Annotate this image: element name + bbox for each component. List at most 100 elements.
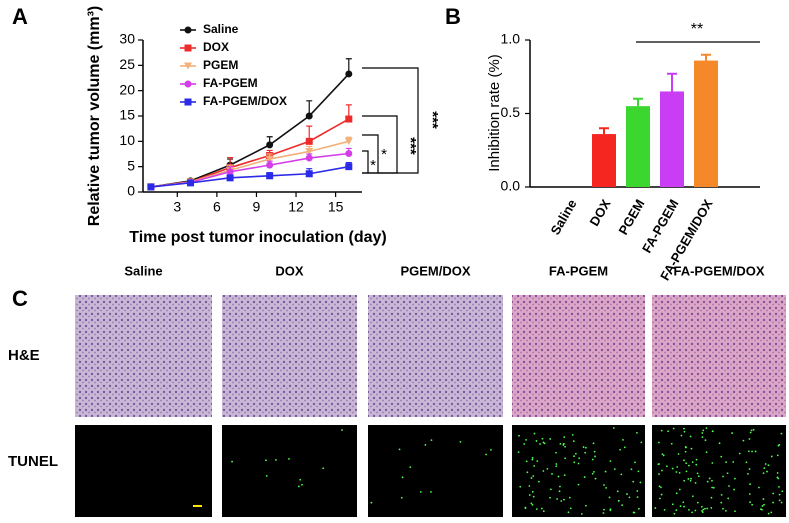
tunel-dot [419, 491, 422, 493]
tunel-dot [770, 455, 773, 458]
tunel-image [652, 425, 786, 517]
tunel-dot [528, 494, 531, 496]
tunel-dot [687, 478, 690, 480]
tunel-dot [604, 470, 607, 473]
bar [694, 60, 718, 187]
tunel-dot [530, 477, 533, 479]
tunel-dot [535, 440, 538, 442]
tunel-dot [660, 493, 663, 496]
tunel-dot [747, 450, 750, 453]
tunel-dot [727, 497, 730, 500]
tunel-dot [564, 445, 566, 448]
tunel-dot [748, 468, 751, 470]
tunel-dot [706, 507, 709, 510]
tunel-dot [678, 488, 681, 491]
tunel-dot [722, 475, 724, 478]
tunel-dot [622, 438, 624, 441]
tunel-dot [691, 511, 693, 514]
tunel-dot [639, 481, 642, 484]
tunel-dot [555, 463, 558, 465]
point [226, 168, 234, 176]
tunel-dot [711, 479, 713, 482]
tunel-dot [671, 503, 674, 506]
tunel-image [75, 425, 212, 517]
tunel-dot [301, 483, 303, 486]
tunel-dot [573, 461, 576, 464]
point [344, 137, 353, 145]
tunel-dot [660, 429, 663, 432]
tunel-dot [560, 500, 563, 502]
x-axis-label: Time post tumor inoculation (day) [129, 229, 387, 246]
x-tick-label: DOX [586, 196, 613, 228]
tunel-dot [572, 440, 575, 443]
tunel-dot [299, 478, 302, 481]
tunel-dot [694, 509, 697, 512]
tunel-dot [745, 461, 748, 464]
tunel-dot [563, 474, 566, 477]
tunel-dot [401, 476, 404, 479]
tunel-dot [591, 472, 594, 475]
point [266, 172, 274, 180]
tunel-dot [558, 490, 561, 493]
tunel-dot [620, 473, 623, 476]
error-bar [599, 127, 609, 135]
tunel-dot [592, 442, 595, 445]
tunel-dot [663, 508, 666, 511]
tunel-dot [549, 496, 551, 499]
tunel-dot [542, 510, 545, 513]
tunel-dot [630, 468, 633, 471]
legend-label: DOX [203, 40, 229, 54]
tunel-dot [563, 498, 565, 501]
point [266, 161, 274, 169]
x-tick-label: Saline [547, 197, 579, 238]
column-label: FA-PGEM/DOX [673, 263, 764, 278]
tunel-dot [603, 484, 605, 486]
bar [626, 106, 650, 187]
tunel-dot [772, 501, 775, 504]
annotation: * [381, 146, 387, 163]
tunel-dot [702, 508, 705, 511]
tunel-dot [531, 503, 534, 506]
tunel-dot [751, 503, 754, 506]
tunel-dot [662, 454, 665, 457]
tunel-dot [694, 481, 697, 484]
panel-label: C [12, 286, 28, 311]
tunel-dot [780, 501, 783, 504]
tunel-dot [609, 460, 612, 462]
annotation: * [370, 157, 376, 174]
y-tick-label: 0.0 [501, 178, 521, 194]
tunel-dot [574, 452, 577, 455]
tunel-dot [661, 469, 663, 472]
tunel-dot [518, 434, 520, 437]
y-tick-label: 1.0 [501, 31, 521, 47]
tunel-dot [689, 479, 692, 482]
tunel-dot [424, 444, 427, 446]
tunel-dot [696, 472, 699, 475]
tunel-dot [577, 462, 580, 465]
tunel-dot [711, 430, 714, 433]
tunel-dot [764, 463, 767, 465]
tunel-dot [749, 431, 752, 434]
tunel-dot [559, 485, 561, 488]
series-line [150, 73, 350, 188]
y-tick-label: 30 [119, 31, 135, 47]
tunel-dot [760, 508, 762, 511]
tunel-dot [526, 471, 529, 474]
tunel-dot [748, 493, 751, 495]
he-image [652, 295, 786, 417]
tunel-dot [734, 510, 736, 513]
tunel-dot [689, 435, 692, 438]
tunel-dot [720, 501, 723, 504]
tunel-dot [705, 451, 708, 454]
tunel-dot [708, 477, 711, 480]
tunel-dot [485, 453, 487, 456]
tunel-dot [297, 485, 300, 488]
tunel-dot [754, 450, 757, 453]
tunel-dot [524, 507, 527, 510]
tunel-dot [734, 477, 736, 480]
tunel-dot [541, 437, 544, 440]
tunel-dot [684, 450, 687, 453]
tunel-dot [265, 459, 267, 462]
tunel-dot [776, 454, 779, 457]
tunel-dot [557, 475, 560, 478]
